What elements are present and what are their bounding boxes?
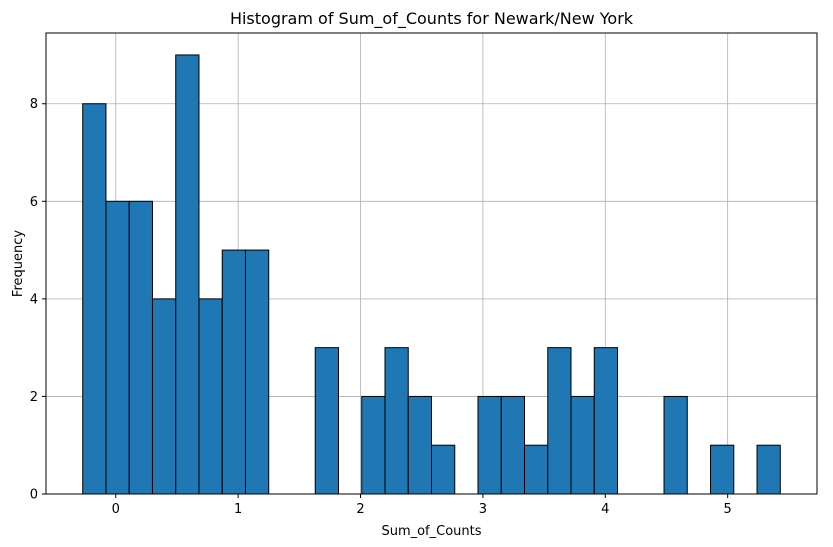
histogram-bar: [663, 395, 688, 495]
histogram-bar: [128, 200, 153, 495]
histogram-bar: [105, 200, 130, 495]
histogram-bar: [431, 444, 456, 495]
histogram-bar: [524, 444, 549, 495]
histogram-bar: [756, 444, 781, 495]
histogram-bar: [710, 444, 735, 495]
x-tick-label: 1: [234, 502, 242, 517]
y-tick-label: 4: [30, 292, 38, 307]
histogram-bar: [593, 347, 619, 495]
histogram-bar: [384, 347, 409, 495]
plot-frame: [45, 32, 818, 495]
histogram-bar: [407, 395, 432, 495]
histogram-bar: [82, 103, 107, 495]
y-tick-label: 2: [30, 390, 38, 405]
y-axis-ticks: 0 2 4 6 8: [30, 97, 46, 503]
x-axis-label: Sum_of_Counts: [381, 524, 481, 539]
x-tick-label: 3: [479, 502, 487, 517]
histogram-bars: [82, 54, 781, 495]
histogram-bar: [175, 54, 200, 495]
histogram-bar: [198, 298, 223, 495]
x-tick-label: 2: [356, 502, 364, 517]
histogram-bar: [500, 395, 526, 495]
histogram-bar: [244, 249, 270, 495]
chart-title: Histogram of Sum_of_Counts for Newark/Ne…: [230, 9, 634, 29]
histogram-bar: [151, 298, 177, 495]
histogram-bar: [547, 347, 572, 495]
histogram-bar: [477, 395, 502, 495]
y-axis-label: Frequency: [11, 230, 26, 297]
x-tick-label: 5: [724, 502, 732, 517]
x-axis-ticks: 0 1 2 3 4 5: [112, 494, 732, 517]
y-tick-label: 6: [30, 195, 38, 210]
histogram-bar: [570, 395, 595, 495]
y-tick-label: 0: [30, 488, 38, 503]
histogram-bar: [361, 395, 386, 495]
x-tick-label: 0: [112, 502, 120, 517]
x-tick-label: 4: [601, 502, 609, 517]
y-tick-label: 8: [30, 97, 38, 112]
histogram-bar: [221, 249, 246, 495]
histogram-bar: [314, 347, 339, 495]
